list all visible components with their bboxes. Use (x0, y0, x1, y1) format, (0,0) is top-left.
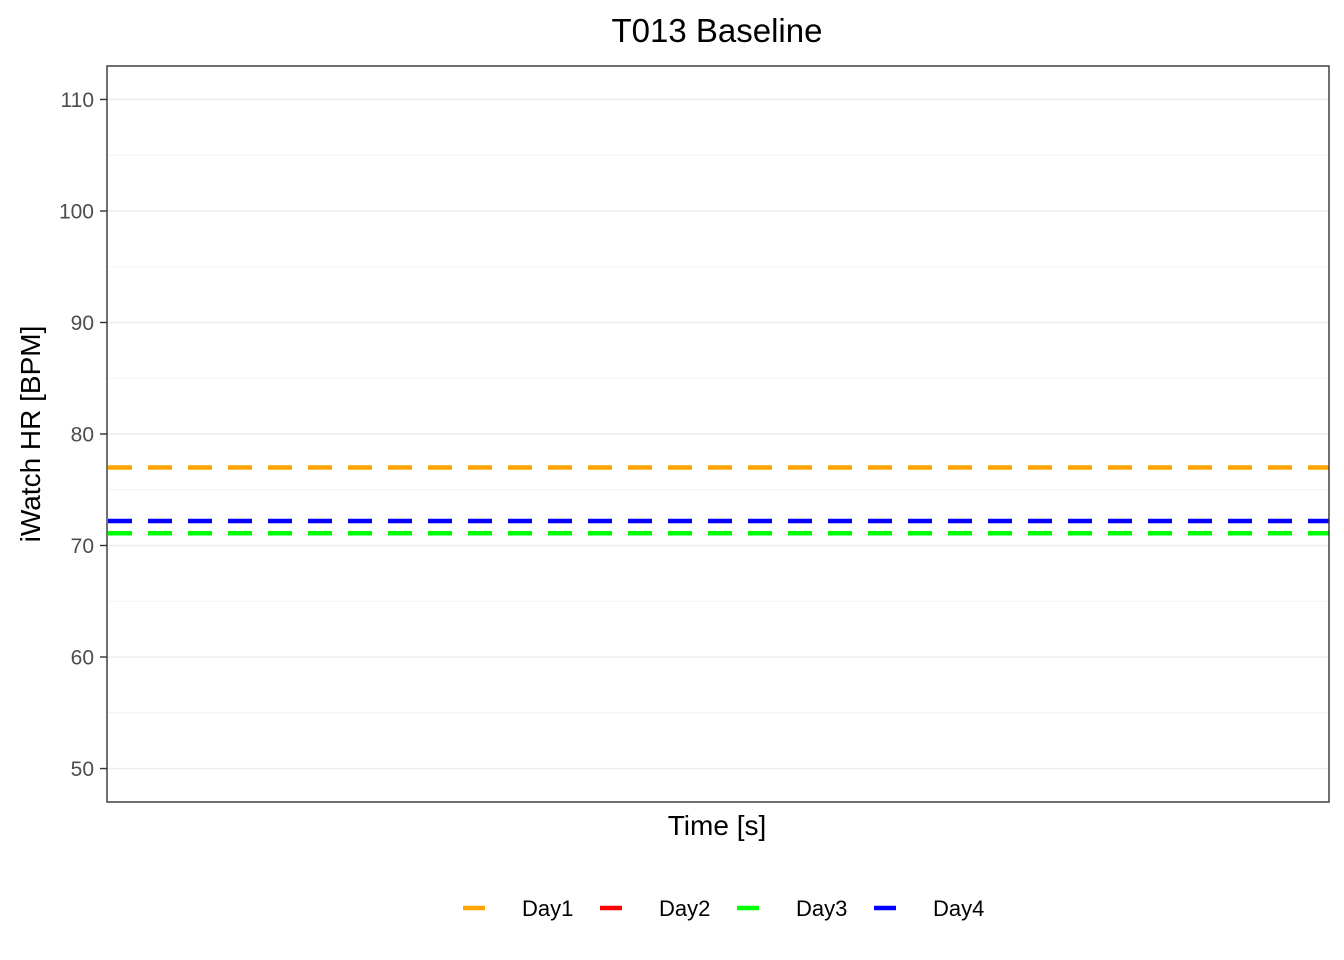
y-tick-label: 50 (71, 758, 94, 781)
y-tick-label: 80 (71, 424, 94, 447)
y-axis-title: iWatch HR [BPM] (15, 326, 46, 543)
legend-label-day2: Day2 (659, 896, 710, 921)
chart-title: T013 Baseline (612, 12, 823, 49)
series-lines (107, 465, 1329, 536)
grid (107, 98, 1329, 770)
legend-label-day1: Day1 (522, 896, 573, 921)
y-axis: 50 60 70 80 90 100 110 (59, 89, 107, 781)
legend: Day1 Day2 Day3 Day4 (463, 896, 984, 921)
legend-label-day4: Day4 (933, 896, 984, 921)
legend-label-day3: Day3 (796, 896, 847, 921)
y-tick-label: 100 (59, 200, 94, 223)
y-tick-label: 90 (71, 312, 94, 335)
y-tick-label: 60 (71, 647, 94, 670)
x-axis-title: Time [s] (668, 810, 767, 841)
y-tick-label: 70 (71, 535, 94, 558)
y-tick-label: 110 (61, 89, 94, 112)
